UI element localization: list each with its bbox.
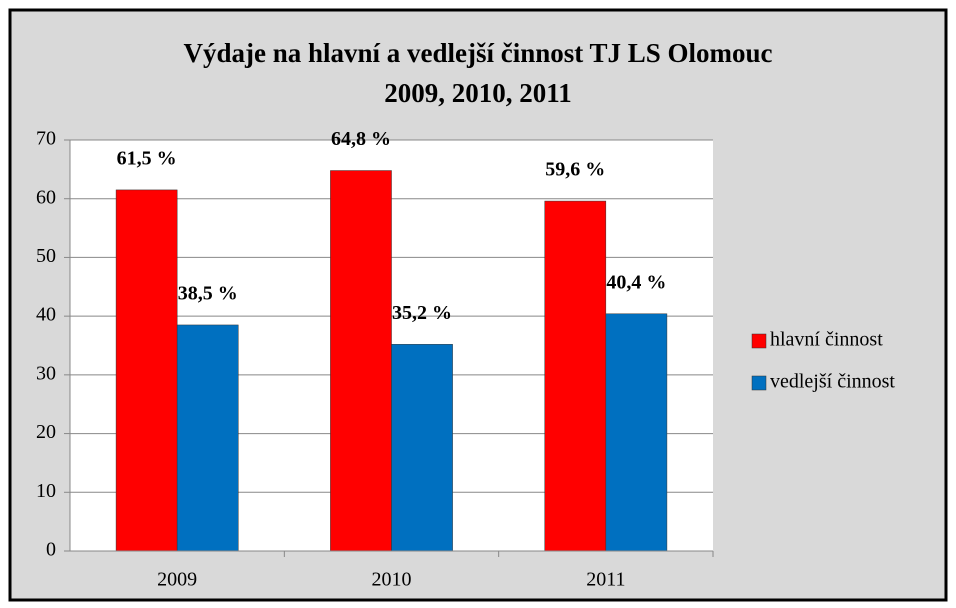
y-tick-label: 50 <box>36 245 56 267</box>
bar <box>605 313 668 552</box>
y-tick-label: 60 <box>36 186 56 208</box>
x-tick-label: 2009 <box>157 569 197 591</box>
bar <box>176 324 239 552</box>
chart-title: Výdaje na hlavní a vedlejší činnost TJ L… <box>183 38 772 68</box>
bar <box>391 344 453 552</box>
bar <box>544 200 607 552</box>
bar <box>330 170 392 552</box>
y-tick-label: 30 <box>36 362 56 384</box>
x-tick-label: 2011 <box>586 569 625 591</box>
y-tick-label: 40 <box>36 304 56 326</box>
value-label: 59,6 % <box>545 159 605 181</box>
legend-swatch <box>751 333 767 349</box>
value-label: 64,8 % <box>331 128 391 150</box>
value-label: 38,5 % <box>178 283 238 305</box>
value-label: 40,4 % <box>606 271 666 293</box>
value-label: 61,5 % <box>117 148 177 170</box>
y-tick-label: 20 <box>36 421 56 443</box>
y-tick-label: 10 <box>36 480 56 502</box>
bar <box>115 189 178 552</box>
y-tick-label: 70 <box>36 128 56 150</box>
legend-label: hlavní činnost <box>770 329 883 351</box>
y-tick-label: 0 <box>46 539 56 561</box>
x-tick-label: 2010 <box>372 569 412 591</box>
value-label: 35,2 % <box>392 302 452 324</box>
legend-label: vedlejší činnost <box>770 371 895 393</box>
chart-subtitle: 2009, 2010, 2011 <box>384 78 572 108</box>
legend-swatch <box>751 375 767 391</box>
